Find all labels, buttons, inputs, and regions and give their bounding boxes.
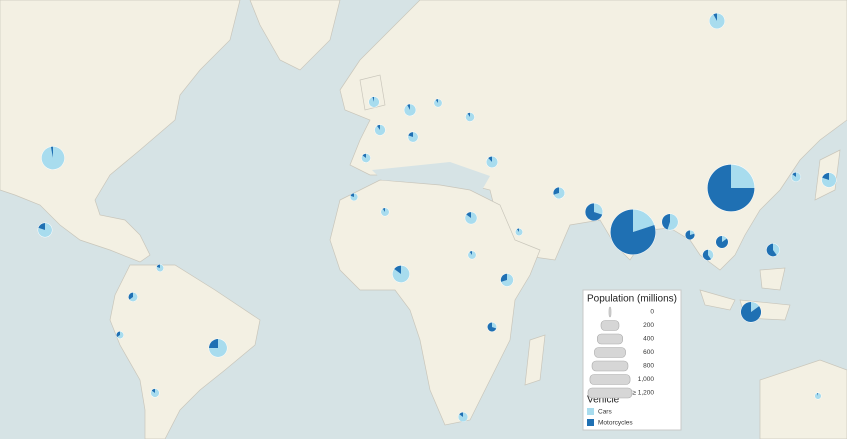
pie-slice-motorcycles bbox=[128, 292, 133, 300]
legend-item-label: Motorcycles bbox=[598, 420, 633, 427]
legend-size-label: 200 bbox=[643, 322, 654, 329]
legend-box bbox=[582, 289, 682, 431]
legend-size-label: ≥ 1,200 bbox=[632, 390, 654, 397]
pie-slice-motorcycles bbox=[817, 392, 818, 396]
pie-slice-cars bbox=[773, 243, 780, 256]
pie-slice-motorcycles bbox=[376, 124, 380, 130]
pie-slice-motorcycles bbox=[469, 251, 472, 255]
pie-slice-cars bbox=[690, 230, 695, 235]
pie-slice-motorcycles bbox=[766, 243, 777, 257]
pie-slice-cars bbox=[434, 99, 442, 107]
pie-slice-motorcycles bbox=[116, 331, 120, 338]
pie-slice-motorcycles bbox=[38, 223, 45, 230]
pie-slice-cars bbox=[486, 156, 498, 168]
pie-slice-cars bbox=[129, 292, 138, 302]
pie-slice-motorcycles bbox=[713, 13, 717, 21]
pie-slice-cars bbox=[501, 273, 514, 287]
pie-slice-cars bbox=[368, 96, 380, 108]
legend-size-label: 1,000 bbox=[638, 376, 655, 383]
legend: Population (millions) Vehicle 0 200 400 600… bbox=[582, 289, 682, 431]
pie-slice-cars bbox=[150, 388, 160, 398]
pie-slice-motorcycles bbox=[792, 172, 796, 177]
pie-slice-cars bbox=[594, 203, 603, 215]
pie-slice-cars bbox=[708, 249, 714, 260]
legend-swatch bbox=[587, 419, 594, 426]
pie-slice-cars bbox=[515, 228, 523, 236]
pie-slice-cars bbox=[814, 392, 822, 400]
pie-slice-motorcycles bbox=[50, 146, 53, 158]
pie-slice-cars bbox=[492, 322, 497, 329]
pie-slice-motorcycles bbox=[516, 228, 519, 232]
legend-size-mark bbox=[587, 387, 633, 399]
pie-slice-motorcycles bbox=[382, 208, 385, 212]
pie-slice-motorcycles bbox=[707, 164, 755, 212]
legend-color-title: Vehicle bbox=[587, 395, 620, 406]
pie-slice-cars bbox=[553, 187, 565, 199]
legend-size-label: 800 bbox=[643, 363, 654, 370]
pie-slice-cars bbox=[751, 301, 760, 312]
pie-slice-motorcycles bbox=[740, 301, 762, 323]
pie-slice-motorcycles bbox=[585, 203, 603, 221]
pie-slice-cars bbox=[722, 235, 727, 242]
pie-slice-motorcycles bbox=[662, 214, 670, 230]
pie-slice-motorcycles bbox=[466, 212, 471, 218]
legend-item-label: Cars bbox=[598, 409, 612, 416]
legend-size-mark bbox=[589, 374, 631, 385]
legend-size-title: Population (millions) bbox=[587, 294, 677, 305]
pie-slice-motorcycles bbox=[822, 172, 829, 180]
pie-slice-motorcycles bbox=[372, 96, 374, 102]
legend-size-mark bbox=[608, 306, 612, 318]
pie-slice-motorcycles bbox=[488, 156, 492, 162]
legend-size-mark bbox=[594, 347, 626, 358]
pie-slice-motorcycles bbox=[487, 322, 497, 332]
pie-slice-cars bbox=[350, 193, 358, 201]
pie-slice-motorcycles bbox=[685, 230, 695, 240]
pie-slice-motorcycles bbox=[702, 249, 712, 261]
pie-slice-motorcycles bbox=[394, 265, 401, 274]
pie-slice-motorcycles bbox=[553, 187, 559, 195]
pie-slice-cars bbox=[41, 146, 65, 170]
legend-swatch bbox=[587, 408, 594, 415]
pie-slice-motorcycles bbox=[362, 153, 366, 158]
pie-slice-motorcycles bbox=[610, 209, 656, 255]
pie-slice-motorcycles bbox=[151, 388, 155, 393]
pie-slice-motorcycles bbox=[435, 99, 438, 103]
legend-size-mark bbox=[600, 320, 620, 331]
pie-slice-cars bbox=[117, 331, 124, 339]
legend-size-label: 600 bbox=[643, 349, 654, 356]
pie-slice-motorcycles bbox=[156, 264, 160, 268]
pie-slice-cars bbox=[731, 164, 755, 188]
pie-slice-cars bbox=[709, 13, 725, 29]
pie-slice-motorcycles bbox=[500, 273, 507, 282]
pie-slice-cars bbox=[667, 214, 678, 230]
pie-slice-motorcycles bbox=[407, 104, 410, 110]
legend-size-label: 0 bbox=[650, 309, 654, 316]
pie-slice-cars bbox=[408, 132, 418, 142]
legend-size-label: 400 bbox=[643, 336, 654, 343]
pie-slice-motorcycles bbox=[467, 112, 470, 117]
pie-slice-motorcycles bbox=[209, 339, 218, 348]
pie-slice-motorcycles bbox=[459, 412, 463, 417]
pie-slice-motorcycles bbox=[408, 132, 413, 137]
legend-size-mark bbox=[591, 360, 629, 372]
pie-layer bbox=[37, 13, 837, 423]
pie-slice-motorcycles bbox=[715, 235, 729, 249]
pie-slice-cars bbox=[633, 209, 655, 232]
pie-slice-motorcycles bbox=[350, 193, 354, 197]
legend-size-mark bbox=[596, 333, 624, 345]
